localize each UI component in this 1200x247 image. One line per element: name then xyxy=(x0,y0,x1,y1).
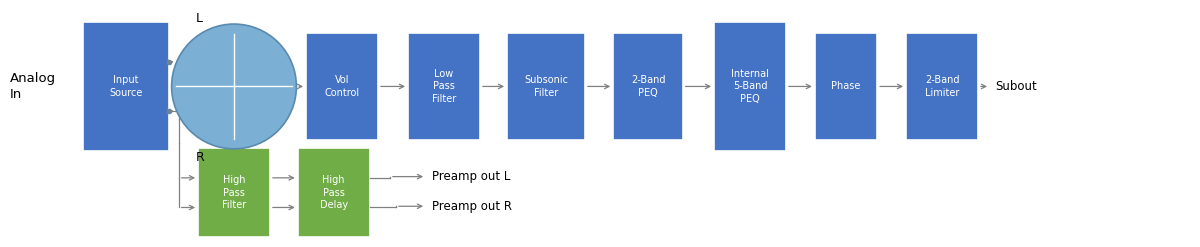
Text: Subout: Subout xyxy=(995,80,1037,93)
Text: 2-Band
Limiter: 2-Band Limiter xyxy=(925,75,959,98)
Text: Analog
In: Analog In xyxy=(10,72,55,101)
Text: Low
Pass
Filter: Low Pass Filter xyxy=(432,69,456,104)
FancyBboxPatch shape xyxy=(198,148,270,237)
FancyBboxPatch shape xyxy=(815,33,877,140)
Ellipse shape xyxy=(172,24,296,149)
Text: R: R xyxy=(196,151,204,164)
Text: Subsonic
Filter: Subsonic Filter xyxy=(524,75,568,98)
FancyBboxPatch shape xyxy=(408,33,480,140)
Text: High
Pass
Delay: High Pass Delay xyxy=(319,175,348,210)
Text: Input
Source: Input Source xyxy=(109,75,143,98)
FancyBboxPatch shape xyxy=(906,33,978,140)
Text: 2-Band
PEQ: 2-Band PEQ xyxy=(631,75,665,98)
Text: L: L xyxy=(196,12,203,25)
Text: Internal
5-Band
PEQ: Internal 5-Band PEQ xyxy=(731,69,769,104)
Text: Preamp out L: Preamp out L xyxy=(432,170,510,183)
Text: Preamp out R: Preamp out R xyxy=(432,200,512,213)
FancyBboxPatch shape xyxy=(613,33,683,140)
Text: High
Pass
Filter: High Pass Filter xyxy=(222,175,246,210)
FancyBboxPatch shape xyxy=(508,33,586,140)
FancyBboxPatch shape xyxy=(83,22,169,151)
FancyBboxPatch shape xyxy=(306,33,378,140)
Text: Vol
Control: Vol Control xyxy=(324,75,360,98)
FancyBboxPatch shape xyxy=(298,148,370,237)
FancyBboxPatch shape xyxy=(714,22,786,151)
Text: Phase: Phase xyxy=(832,82,860,91)
